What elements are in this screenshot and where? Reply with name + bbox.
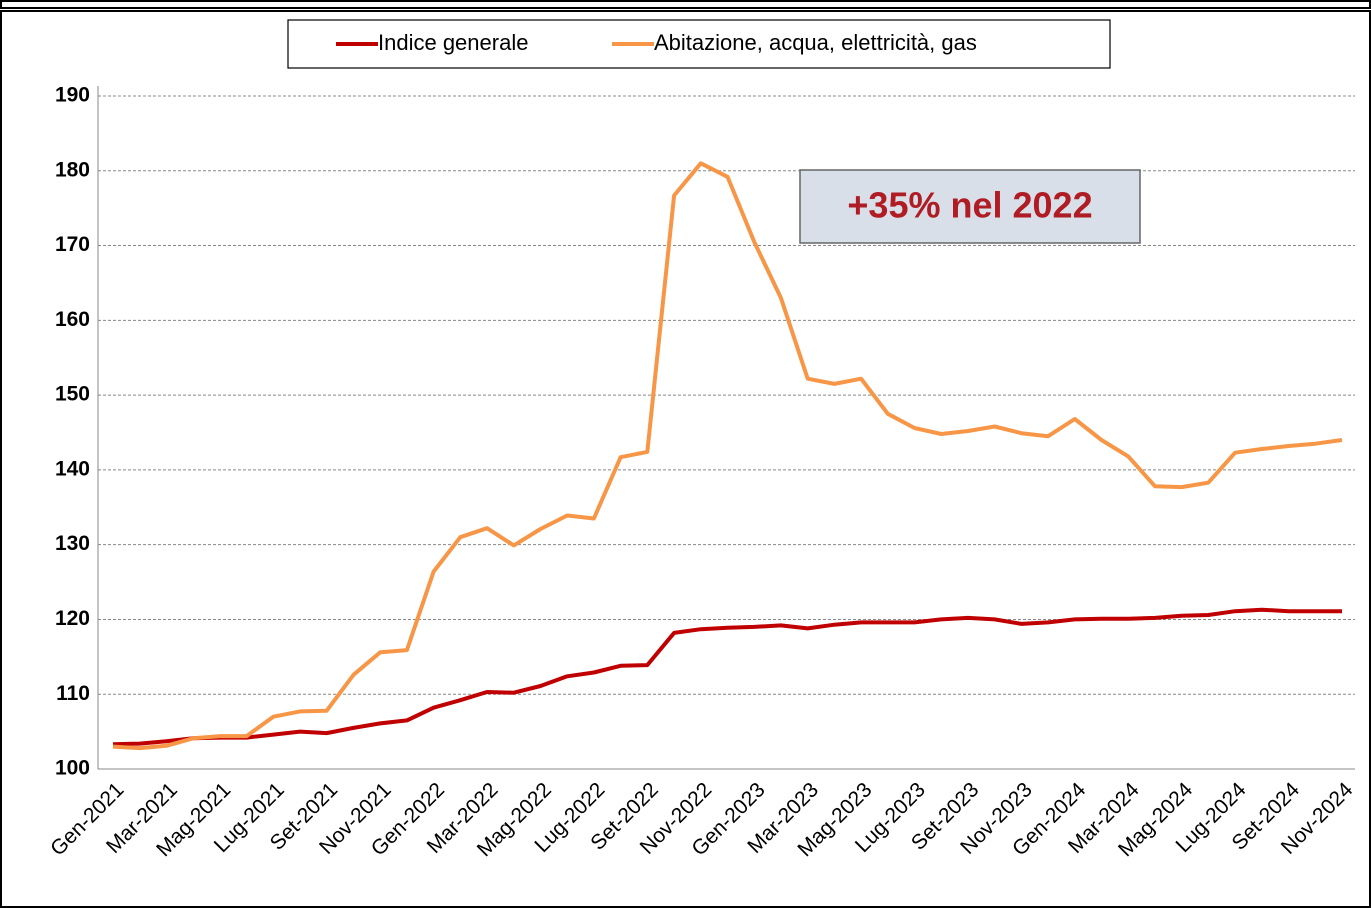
series-line [112,607,1342,747]
annotation: +35% nel 2022 [847,185,1092,226]
legend-label: Indice generale [378,30,528,55]
y-tick-label: 170 [55,233,90,256]
y-tick-label: 110 [56,682,90,705]
series-line [112,161,1343,751]
y-tick-label: 190 [55,84,90,107]
y-tick-label: 150 [55,383,90,406]
y-tick-label: 160 [55,308,90,331]
y-tick-label: 180 [55,158,90,181]
top-frame [0,0,1371,9]
legend-box [287,19,1111,69]
y-tick-label: 120 [55,607,90,630]
annotation-box [799,169,1141,244]
y-tick-label: 140 [55,457,90,480]
chart-frame [0,10,1371,908]
y-tick-label: 130 [55,532,90,555]
legend-label: Abitazione, acqua, elettricità, gas [654,30,977,55]
y-tick-label: 100 [55,757,90,780]
